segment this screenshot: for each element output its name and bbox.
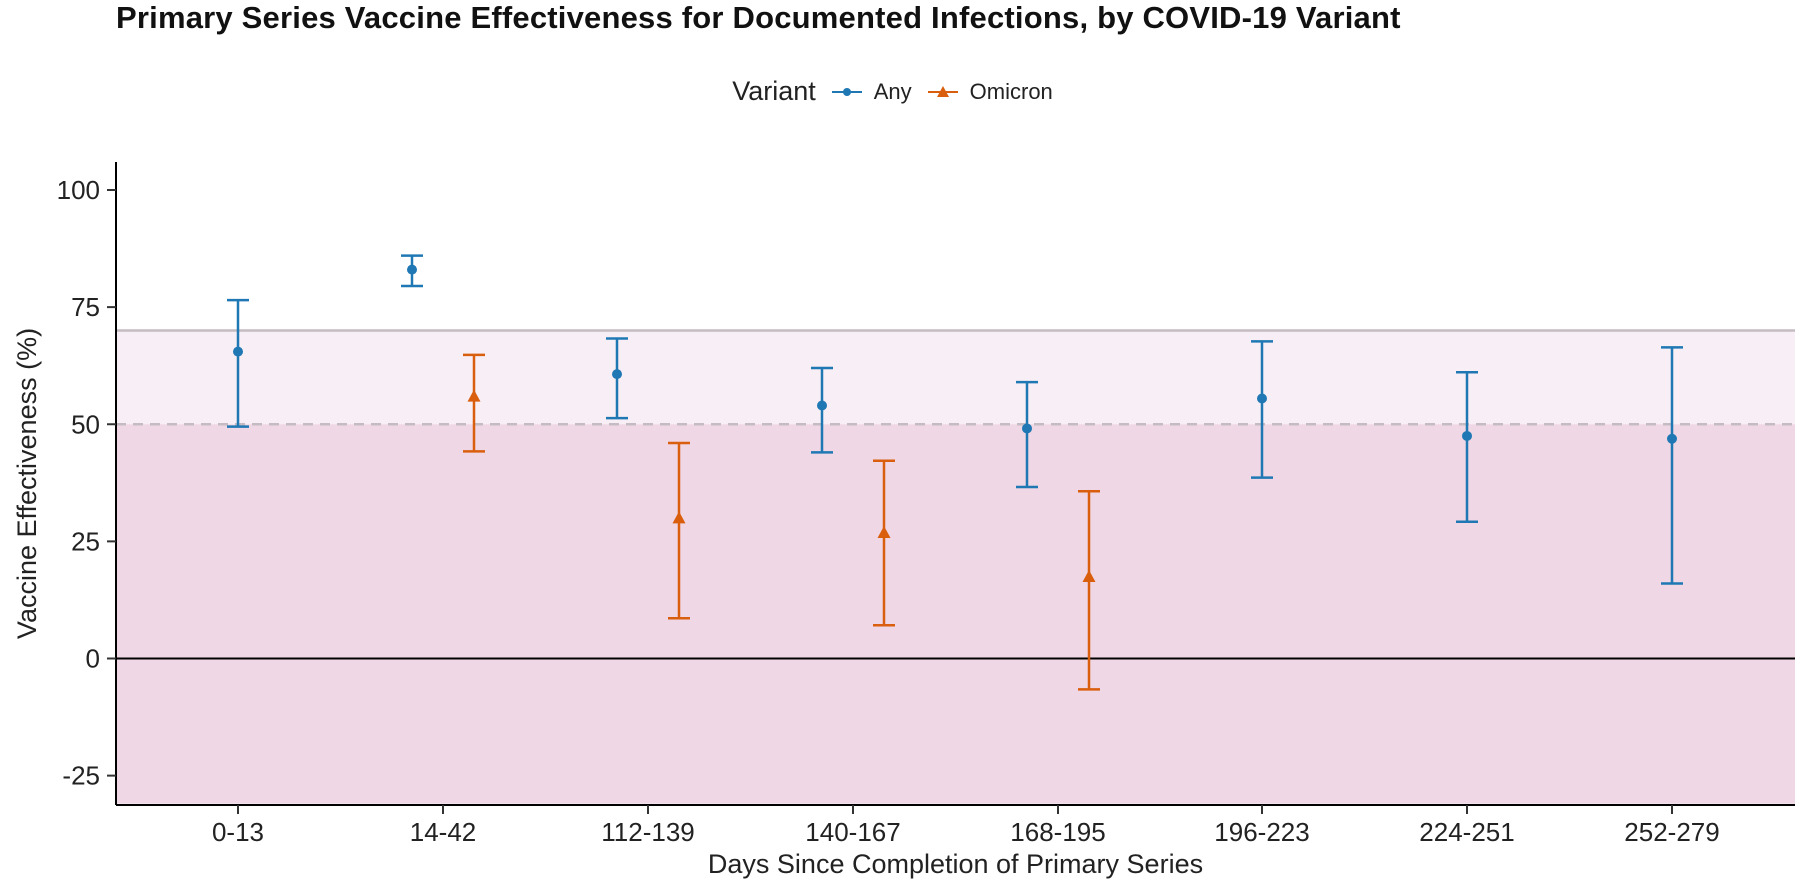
x-tick-label: 112-139 <box>601 817 695 847</box>
x-tick-label: 252-279 <box>1624 817 1719 847</box>
y-axis-title: Vaccine Effectiveness (%) <box>12 328 42 639</box>
error-bar-omicron <box>1078 489 1100 691</box>
x-axis-title: Days Since Completion of Primary Series <box>708 849 1203 879</box>
x-tick-label: 140-167 <box>805 817 900 847</box>
x-tick-label: 224-251 <box>1419 817 1514 847</box>
shaded-band-1 <box>116 424 1795 804</box>
error-bar-any <box>1456 370 1478 523</box>
point-any <box>1257 393 1267 404</box>
legend-title: Variant <box>732 76 816 106</box>
point-any <box>1462 430 1472 441</box>
point-omicron <box>1082 569 1096 582</box>
legend-key-omicron <box>927 85 958 97</box>
legend-entry-any: Any <box>830 79 912 105</box>
y-tick-label: 75 <box>71 292 100 322</box>
error-bar-any <box>227 298 249 428</box>
error-bar-omicron <box>463 353 485 453</box>
point-omicron <box>672 511 686 524</box>
axes: 100 75 50 25 0 -25 0-13 14-42 112-139 140-167 168-… <box>57 162 1795 847</box>
chart-title: Primary Series Vaccine Effectiveness for… <box>116 0 1401 35</box>
error-bar-omicron <box>668 441 690 620</box>
y-tick-label: 50 <box>71 409 100 439</box>
y-tick-label: 100 <box>57 175 100 205</box>
error-bar-any <box>1661 346 1683 585</box>
error-bar-any <box>606 337 628 420</box>
legend-key-any <box>831 87 862 96</box>
y-tick-label: 25 <box>71 526 100 556</box>
data-marks <box>227 254 1683 691</box>
point-any <box>407 264 417 275</box>
x-tick-label: 14-42 <box>410 817 477 847</box>
error-bar-any <box>401 254 423 288</box>
point-any <box>1022 423 1032 434</box>
error-bar-any <box>811 366 833 454</box>
reference-lines <box>116 329 1795 660</box>
shaded-band-0 <box>116 330 1795 425</box>
y-tick-label: 0 <box>86 644 100 674</box>
point-any <box>1667 433 1677 444</box>
legend-entry-omicron: Omicron <box>926 79 1053 105</box>
x-tick-label: 0-13 <box>212 817 264 847</box>
legend-label-any: Any <box>873 78 912 104</box>
shaded-bands <box>116 330 1795 804</box>
legend-label-omicron: Omicron <box>969 78 1053 104</box>
x-tick-label: 168-195 <box>1010 817 1105 847</box>
error-bar-any <box>1016 380 1038 489</box>
point-any <box>233 346 243 357</box>
point-any <box>612 369 622 380</box>
legend: Variant Any Omicron <box>0 76 1799 107</box>
point-any <box>817 400 827 411</box>
point-omicron <box>877 525 891 538</box>
y-tick-label: -25 <box>62 761 100 791</box>
point-omicron <box>467 389 481 402</box>
error-bar-omicron <box>873 459 895 627</box>
x-tick-label: 196-223 <box>1214 817 1309 847</box>
error-bar-any <box>1251 340 1273 479</box>
